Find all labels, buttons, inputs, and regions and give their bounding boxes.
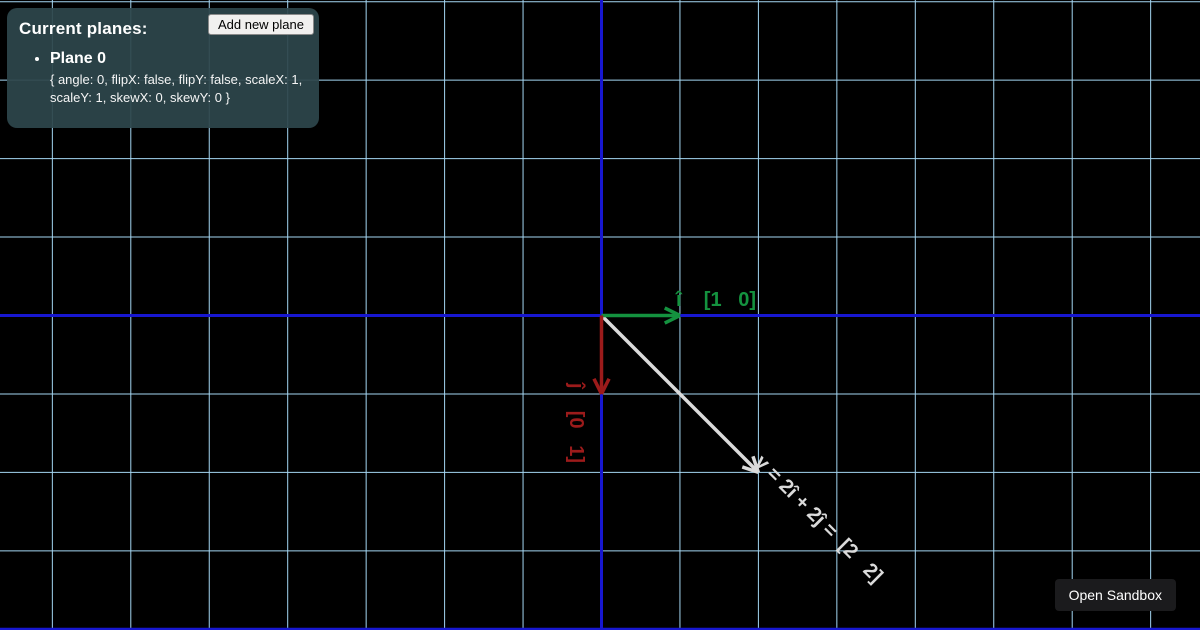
plane-list-item: Plane 0 { angle: 0, flipX: false, flipY:… [50, 50, 307, 107]
plane-item-config: { angle: 0, flipX: false, flipY: false, … [50, 72, 303, 105]
open-sandbox-button[interactable]: Open Sandbox [1054, 579, 1176, 611]
current-planes-panel: Current planes: Add new plane Plane 0 { … [7, 8, 319, 128]
plane-item-name[interactable]: Plane 0 [50, 50, 107, 67]
add-new-plane-button[interactable]: Add new plane [207, 14, 314, 35]
panel-title: Current planes: [19, 19, 148, 38]
planes-list: Plane 0 { angle: 0, flipX: false, flipY:… [19, 50, 307, 107]
